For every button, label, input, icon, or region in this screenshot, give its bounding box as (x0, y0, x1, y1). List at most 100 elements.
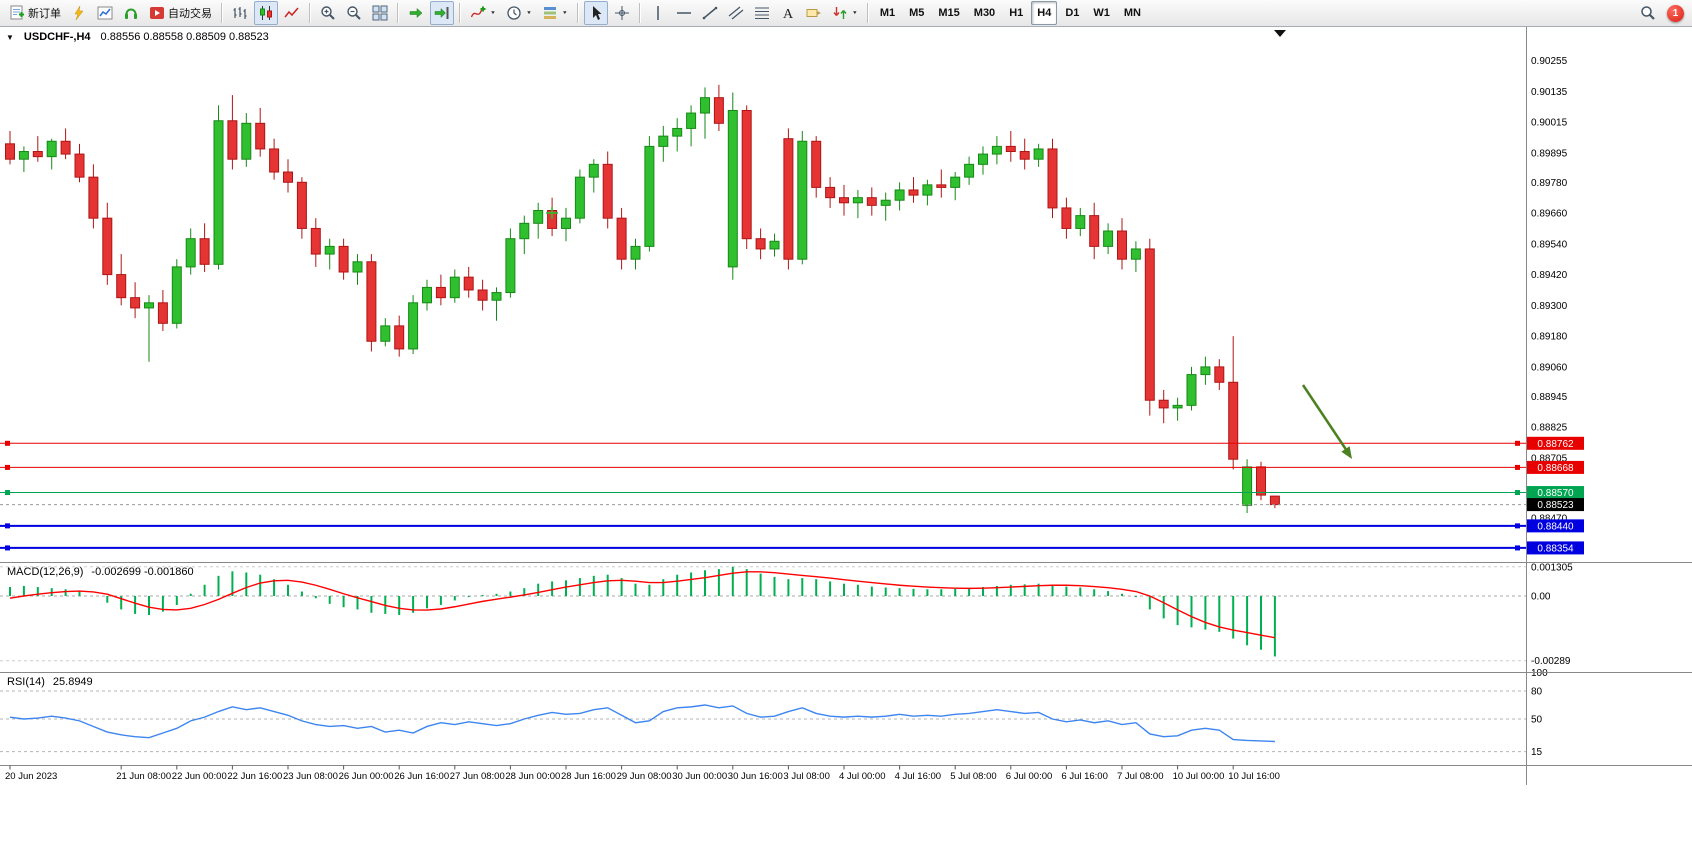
zoom-out-button[interactable] (342, 1, 366, 25)
channel-button[interactable] (724, 1, 748, 25)
support-line-blue-2[interactable] (0, 545, 1527, 551)
arrows-button[interactable]: ▼ (828, 1, 862, 25)
bar-chart-button[interactable] (228, 1, 252, 25)
time-label: 20 Jun 2023 (5, 771, 57, 782)
support-line-green[interactable] (0, 490, 1527, 496)
crosshair-button[interactable] (610, 1, 634, 25)
candle-body (296, 181, 307, 229)
candlestick-chart-button[interactable] (254, 1, 278, 25)
timeframe-mn[interactable]: MN (1118, 1, 1147, 25)
time-label: 4 Jul 16:00 (895, 771, 941, 782)
line-handle (1515, 464, 1520, 470)
sounds-button[interactable] (119, 1, 143, 25)
time-label: 29 Jun 08:00 (617, 771, 672, 782)
zoom-in-icon (320, 5, 336, 21)
svg-text:50: 50 (1531, 715, 1543, 726)
notification-badge[interactable]: 1 (1667, 4, 1684, 22)
horizontal-line-button[interactable] (672, 1, 696, 25)
sell-arrow[interactable] (1301, 384, 1352, 459)
chart-area[interactable]: 0.90255 0.90135 0.90015 0.89895 0.89780 0.896… (0, 27, 1692, 850)
tile-windows-button[interactable] (368, 1, 392, 25)
indicators-button[interactable]: ▼ (466, 1, 500, 25)
trendline-icon (702, 5, 718, 21)
autotrade-icon (149, 5, 165, 21)
line-handle (5, 523, 10, 529)
time-label: 4 Jul 00:00 (839, 771, 885, 782)
candle-body (769, 240, 780, 250)
candle-body (130, 297, 141, 309)
candle-body (32, 151, 43, 158)
support-line-blue-1[interactable] (0, 523, 1527, 529)
chart-window-button[interactable] (93, 1, 117, 25)
svg-text:0.00: 0.00 (1531, 592, 1551, 603)
zoom-in-button[interactable] (316, 1, 340, 25)
candle-body (463, 276, 474, 291)
svg-text:0.90255: 0.90255 (1531, 56, 1568, 67)
auto-scroll-button[interactable] (404, 1, 428, 25)
time-axis[interactable]: 20 Jun 2023 21 Jun 08:00 22 Jun 00:00 22 Ju… (5, 765, 1280, 783)
fibonacci-button[interactable] (750, 1, 774, 25)
line-handle (1515, 545, 1520, 551)
candle-body (157, 302, 168, 324)
price-tag-0.88762: 0.88762 (1527, 436, 1584, 450)
candle-body (5, 143, 15, 160)
timeframe-mn-label: MN (1123, 7, 1141, 19)
trendline-button[interactable] (698, 1, 722, 25)
chart-expand-icon[interactable]: ▼ (6, 32, 14, 42)
candle-body (825, 186, 836, 199)
timeframe-h1[interactable]: H1 (1003, 1, 1029, 25)
timeframe-d1[interactable]: D1 (1059, 1, 1085, 25)
timeframe-m5[interactable]: M5 (903, 1, 930, 25)
periods-button[interactable]: ▼ (502, 1, 536, 25)
templates-button[interactable]: ▼ (538, 1, 572, 25)
resistance-line-2[interactable] (0, 464, 1527, 470)
chart-symbol-period: USDCHF-,H4 (23, 31, 91, 43)
new-order-button[interactable]: 新订单 (5, 1, 65, 25)
new-order-button-label: 新订单 (28, 8, 61, 20)
timeframe-h4-label: H4 (1037, 7, 1052, 19)
line-chart-button[interactable] (280, 1, 304, 25)
cursor-button[interactable] (583, 1, 608, 25)
candle-body (894, 189, 905, 201)
charts-button[interactable] (67, 1, 91, 25)
price-tag-0.88570: 0.88570 (1527, 486, 1584, 500)
timeframe-m15[interactable]: M15 (932, 1, 965, 25)
autotrading-button[interactable]: 自动交易 (145, 1, 216, 25)
toolbar-separator (576, 3, 579, 23)
timeframe-w1[interactable]: W1 (1087, 1, 1116, 25)
lightning-icon (71, 5, 87, 21)
time-label: 26 Jun 16:00 (394, 771, 449, 782)
toolbar-separator (866, 3, 869, 23)
cursor-icon (588, 5, 604, 21)
timeframe-w1-label: W1 (1093, 7, 1110, 19)
chart-shift-button[interactable] (430, 1, 454, 25)
candle-body (1089, 215, 1100, 247)
chart-shift-marker[interactable] (1274, 30, 1286, 37)
candle-body (880, 199, 891, 206)
timeframe-m1[interactable]: M1 (874, 1, 901, 25)
macd-signal-line (9, 571, 1276, 639)
candle-body (839, 197, 849, 204)
vertical-line-button[interactable] (646, 1, 670, 25)
candle-body (964, 163, 975, 178)
candle-body (422, 286, 432, 304)
svg-text:0.89895: 0.89895 (1531, 148, 1568, 159)
candle-body (1158, 399, 1169, 409)
svg-text:0.89060: 0.89060 (1531, 362, 1568, 373)
text-label-button[interactable] (802, 1, 826, 25)
timeframe-h4[interactable]: H4 (1031, 1, 1058, 25)
search-button[interactable] (1636, 1, 1660, 25)
timeframe-m30[interactable]: M30 (968, 1, 1001, 25)
bid-price-tag: 0.88523 (1527, 498, 1584, 512)
candle-body (991, 145, 1002, 155)
svg-text:0.89300: 0.89300 (1531, 301, 1568, 312)
time-label: 26 Jun 00:00 (339, 771, 394, 782)
arrows-icon (832, 5, 848, 21)
resistance-line-1[interactable] (0, 440, 1527, 446)
candle-body (533, 209, 544, 224)
plus-marker[interactable] (546, 207, 558, 219)
chart-canvas[interactable]: 0.90255 0.90135 0.90015 0.89895 0.89780 0.896… (0, 27, 1692, 850)
price-axis[interactable]: 0.90255 0.90135 0.90015 0.89895 0.89780 0.896… (1531, 56, 1568, 525)
text-button[interactable]: A (776, 1, 800, 25)
candle-body (1130, 248, 1141, 260)
